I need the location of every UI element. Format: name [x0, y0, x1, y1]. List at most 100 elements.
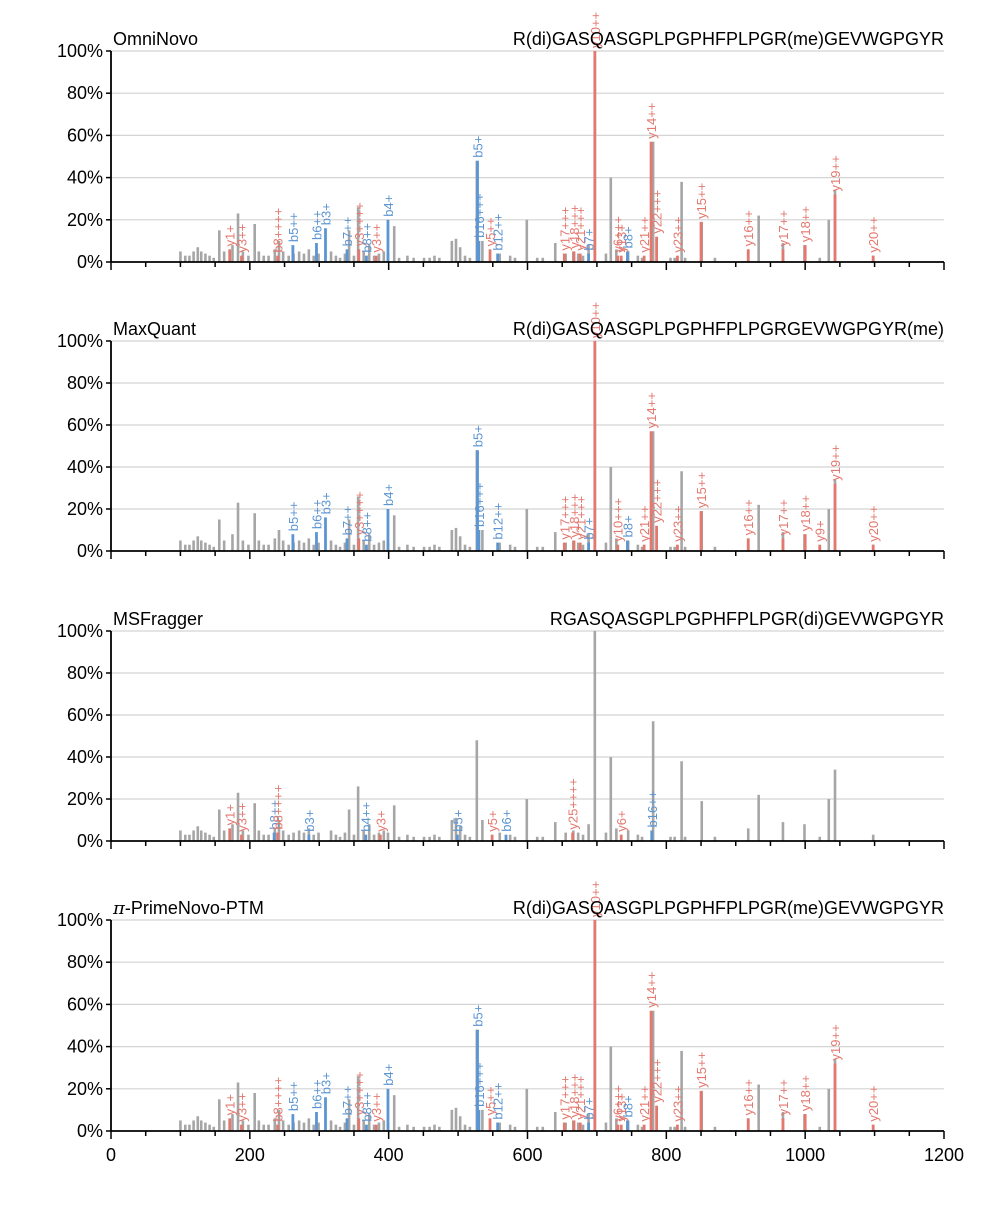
b-ion-label: b8++	[359, 223, 374, 253]
y-tick-label: 0%	[77, 541, 103, 561]
y-ion-label: y18++	[798, 206, 813, 242]
b-ion-label: b8++	[267, 800, 282, 830]
y-ion-label: y23++	[670, 217, 685, 253]
b-ion-label: b12++	[491, 1083, 506, 1120]
y-tick-label: 80%	[67, 952, 103, 972]
y-ion-label: y18+++	[567, 205, 582, 249]
x-tick-label: 400	[374, 1145, 404, 1165]
y-ion-label: y3++++	[352, 1071, 367, 1115]
y-ion-label: y21++	[637, 506, 652, 542]
y-tick-label: 0%	[77, 1121, 103, 1141]
y-ion-label: y10++	[588, 881, 603, 917]
b-ion-label: b16+++	[472, 193, 487, 237]
y-ion-label: y17++	[776, 210, 791, 246]
b-ion-label: b8+	[620, 226, 635, 248]
y-ion-label: y19++	[828, 445, 843, 481]
b-ion-label: b7+	[582, 518, 597, 540]
y-tick-label: 20%	[67, 210, 103, 230]
x-tick-label: 200	[235, 1145, 265, 1165]
y-ion-label: y14++	[644, 392, 659, 428]
b-ion-label: b8+	[620, 515, 635, 537]
y-ion-label: y3++++	[352, 491, 367, 535]
b-ion-label: b16++	[645, 791, 660, 828]
panel-title: OmniNovo	[113, 29, 198, 49]
b-ion-label: b5+	[471, 136, 486, 158]
y-ion-label: y23++	[670, 506, 685, 542]
y-ion-label: y1+	[223, 804, 238, 825]
y-ion-label: y18+++	[567, 1074, 582, 1118]
y-ion-label: y17+++	[557, 496, 572, 540]
y-ion-label: y14++	[644, 103, 659, 139]
y-tick-label: 100%	[57, 910, 103, 930]
x-tick-label: 800	[651, 1145, 681, 1165]
y-tick-label: 0%	[77, 252, 103, 272]
b-ion-label: b3+	[318, 1072, 333, 1094]
y-tick-label: 100%	[57, 621, 103, 641]
y-ion-label: y10++	[588, 12, 603, 48]
y-ion-label: b8++++	[271, 785, 286, 830]
peptide-sequence: RGASQASGPLPGPHFPLPGR(di)GEVWGPGYR	[550, 609, 944, 629]
y-ion-label: y3++	[235, 1093, 250, 1122]
y-tick-label: 40%	[67, 747, 103, 767]
y-ion-label: y21+++	[573, 496, 588, 540]
b-ion-label: b5++	[286, 212, 301, 242]
x-tick-label: 1000	[785, 1145, 825, 1165]
b-ion-label: b12++	[491, 214, 506, 251]
y-tick-label: 20%	[67, 499, 103, 519]
y-tick-label: 20%	[67, 1079, 103, 1099]
y-ion-label: y3++	[235, 803, 250, 832]
peptide-sequence: R(di)GASQASGPLPGPHFPLPGRGEVWGPGYR(me)	[513, 319, 944, 339]
y-ion-label: y6+++	[611, 216, 626, 253]
x-tick-label: 1200	[924, 1145, 964, 1165]
b-ion-label: b7++	[340, 217, 355, 247]
b-ion-label: b5+	[471, 1005, 486, 1027]
y-ion-label: y17++	[776, 499, 791, 535]
y-ion-label: y20++	[866, 217, 881, 253]
y-ion-label: y21+++	[573, 207, 588, 251]
y-ion-label: y18++	[798, 495, 813, 531]
b-ion-label: b3+	[318, 492, 333, 514]
y-ion-label: y17++	[776, 1079, 791, 1115]
x-tick-label: 600	[512, 1145, 542, 1165]
y-ion-label: y5+	[485, 810, 500, 831]
y-ion-label: y14++	[644, 972, 659, 1008]
y-ion-label: y10++	[588, 302, 603, 338]
y-tick-label: 80%	[67, 83, 103, 103]
b-ion-label: b16+++	[472, 1062, 487, 1106]
b-ion-label: b7++	[340, 506, 355, 536]
y-ion-label: y13+	[614, 1093, 629, 1122]
y-ion-label: y3++	[369, 224, 384, 253]
b-ion-label: b5++	[286, 1081, 301, 1111]
y-tick-label: 0%	[77, 831, 103, 851]
b-ion-label: b4+	[381, 195, 396, 217]
y-ion-label: y15++	[694, 472, 709, 508]
y-ion-label: y22+++	[650, 190, 665, 234]
y-ion-label: y1+	[223, 225, 238, 246]
b-ion-label: b5++	[286, 502, 301, 532]
y-ion-label: y22+++	[650, 479, 665, 523]
y-ion-label: y20++	[866, 1086, 881, 1122]
y-ion-label: y3+	[373, 810, 388, 831]
y-tick-label: 20%	[67, 789, 103, 809]
peptide-sequence: R(di)GASQASGPLPGPHFPLPGR(me)GEVWGPGYR	[513, 29, 944, 49]
y-ion-label: y17+++	[557, 207, 572, 251]
y-tick-label: 80%	[67, 373, 103, 393]
b-ion-label: b16+++	[472, 483, 487, 527]
y-tick-label: 100%	[57, 331, 103, 351]
y-ion-label: y19++	[828, 1024, 843, 1060]
y-ion-label: y10+++	[611, 498, 626, 542]
b-ion-label: b5+	[471, 425, 486, 447]
y-tick-label: 60%	[67, 415, 103, 435]
y-tick-label: 60%	[67, 994, 103, 1014]
b-ion-label: b8+	[620, 1095, 635, 1117]
b-ion-label: b4+	[381, 484, 396, 506]
y-ion-label: y18++	[798, 1075, 813, 1111]
b-ion-label: b6++	[309, 499, 324, 529]
b-ion-label: b7+	[582, 1097, 597, 1119]
y-ion-label: y1+	[223, 1094, 238, 1115]
y-ion-label: b8++++	[271, 1077, 286, 1122]
y-ion-label: y3++++	[352, 202, 367, 246]
y-tick-label: 100%	[57, 41, 103, 61]
y-tick-label: 60%	[67, 125, 103, 145]
